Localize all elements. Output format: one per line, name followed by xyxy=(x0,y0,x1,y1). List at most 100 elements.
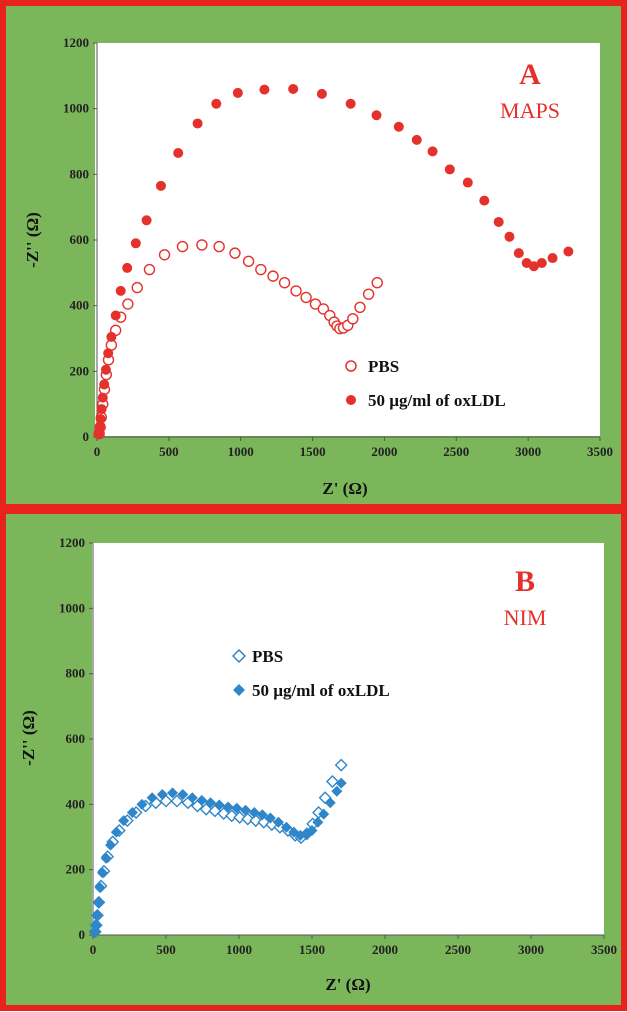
panel-b-point-oxldl xyxy=(312,816,324,828)
panel-a-y-tick-label: 1000 xyxy=(63,101,89,116)
panel-a-point-pbs xyxy=(213,240,225,253)
panel-a-x-tick-label: 1000 xyxy=(228,444,254,459)
panel-b-point-pbs xyxy=(325,774,339,788)
panel-a-point-pbs xyxy=(300,291,312,304)
panel-a-point-pbs xyxy=(158,249,171,261)
panel-b-point-oxldl xyxy=(196,794,208,806)
panel-b-legend-marker-pbs xyxy=(231,648,247,664)
panel-a-y-tick-label: 200 xyxy=(70,363,90,378)
panel-b-point-pbs xyxy=(225,809,239,823)
panel-b-point-oxldl xyxy=(92,896,104,908)
panel-b-point-oxldl xyxy=(222,801,234,813)
panel-b-point-oxldl xyxy=(256,809,268,821)
panel-b-point-oxldl xyxy=(146,792,158,804)
panel-a-legend-marker-pbs xyxy=(345,360,357,372)
panel-b-x-axis-label: Z' (Ω) xyxy=(325,975,370,994)
panel-b-x-tick-label: 1500 xyxy=(299,942,325,957)
panel-a-point-oxldl xyxy=(155,180,166,191)
panel-b-y-tick-label: 600 xyxy=(66,731,86,746)
panel-b-legend-label-oxldl: 50 µg/ml of oxLDL xyxy=(252,681,390,700)
panel-a-point-oxldl xyxy=(110,310,121,321)
panel-a-point-oxldl xyxy=(232,87,243,98)
panel-b-point-oxldl xyxy=(205,797,217,809)
panel-b-point-oxldl xyxy=(335,777,347,789)
panel-b-point-oxldl xyxy=(264,812,276,824)
panel-b-point-oxldl xyxy=(318,808,330,820)
panel-a-x-tick-label: 3500 xyxy=(587,444,613,459)
panel-a-point-oxldl xyxy=(513,248,524,259)
panel-a-point-oxldl xyxy=(479,195,490,206)
panel-a-y-ticks: 0 200 400 600 800 1000 1200 xyxy=(63,35,97,444)
panel-a-point-oxldl xyxy=(563,246,574,257)
panel-a-point-pbs xyxy=(267,270,279,282)
panel-b-point-oxldl xyxy=(324,797,336,809)
panel-a-x-axis-label: Z' (Ω) xyxy=(322,479,367,498)
panel-a-point-oxldl xyxy=(462,177,473,188)
panel-b-point-oxldl xyxy=(213,799,225,811)
panel-a-point-oxldl xyxy=(528,261,539,272)
panel-b-point-oxldl xyxy=(96,867,108,879)
panel-a: 0 200 400 600 800 1000 1200 0 500 1000 1500 2000 25… xyxy=(0,0,627,510)
panel-a-point-pbs xyxy=(176,240,189,253)
panel-a-legend-label-pbs: PBS xyxy=(368,357,399,376)
panel-b-x-ticks: 0 500 1000 1500 2000 2500 3000 3500 xyxy=(90,935,617,957)
panel-b-point-oxldl xyxy=(91,909,103,921)
panel-a-point-pbs xyxy=(143,263,156,276)
panel-b-point-oxldl xyxy=(118,815,130,827)
panel-a-x-tick-label: 2500 xyxy=(443,444,469,459)
panel-b-point-oxldl xyxy=(306,824,318,836)
panel-a-point-pbs xyxy=(371,276,383,289)
panel-a-point-oxldl xyxy=(103,348,114,359)
panel-a-point-oxldl xyxy=(96,404,107,415)
panel-b-legend-marker-oxldl xyxy=(233,684,245,696)
panel-a-point-pbs xyxy=(242,255,255,268)
panel-a-x-tick-label: 3000 xyxy=(515,444,541,459)
panel-a-legend: PBS 50 µg/ml of oxLDL xyxy=(345,357,506,410)
panel-a-point-pbs xyxy=(131,281,143,294)
panel-a-point-pbs xyxy=(278,276,291,289)
panel-b-point-oxldl xyxy=(231,802,243,814)
panel-a-point-oxldl xyxy=(316,88,327,99)
panel-b-letter: B xyxy=(515,565,535,598)
panel-a-point-oxldl xyxy=(536,257,547,268)
panel-b-point-oxldl xyxy=(167,787,179,799)
panel-b-x-tick-label: 500 xyxy=(156,942,176,957)
panel-a-point-oxldl xyxy=(288,83,299,94)
panel-a-y-tick-label: 1200 xyxy=(63,35,89,50)
panel-a-point-oxldl xyxy=(106,331,117,342)
panel-a-point-oxldl xyxy=(547,253,558,264)
panel-a-point-pbs xyxy=(354,301,366,314)
panel-a-point-pbs xyxy=(196,239,208,251)
panel-b-point-pbs xyxy=(334,758,348,772)
panel-a-point-oxldl xyxy=(211,98,222,109)
panel-a-point-oxldl xyxy=(100,364,111,375)
panel-b-series-oxldl xyxy=(89,777,347,938)
panel-b-plot-area xyxy=(92,543,604,935)
panel-a-series-pbs xyxy=(93,239,383,440)
panel-b-point-oxldl xyxy=(280,821,292,833)
panel-b-point-oxldl xyxy=(240,804,252,816)
panel-a-legend-marker-oxldl xyxy=(346,395,356,405)
panel-a-point-pbs xyxy=(255,263,267,276)
panel-b-point-pbs xyxy=(249,814,263,828)
panel-b-legend-label-pbs: PBS xyxy=(252,647,283,666)
panel-a-letter: A xyxy=(519,58,541,91)
panel-a-subtitle: MAPS xyxy=(500,98,560,123)
panel-a-point-oxldl xyxy=(493,216,504,227)
panel-a-point-oxldl xyxy=(130,238,141,249)
panel-b-y-tick-label: 0 xyxy=(79,927,86,942)
panel-b-y-axis-label: -Z'' (Ω) xyxy=(19,710,38,766)
panel-a-x-tick-label: 2000 xyxy=(371,444,397,459)
panel-b-y-tick-label: 200 xyxy=(66,862,86,877)
panel-b-point-oxldl xyxy=(105,839,117,851)
panel-a-y-tick-label: 0 xyxy=(83,429,90,444)
panel-b-y-tick-label: 1000 xyxy=(59,600,85,615)
panel-a-point-oxldl xyxy=(192,118,203,129)
panel-b-point-oxldl xyxy=(90,919,102,931)
panel-a-x-ticks: 0 500 1000 1500 2000 2500 3000 3500 xyxy=(94,437,613,459)
panel-b-point-oxldl xyxy=(156,789,168,801)
panel-a-point-oxldl xyxy=(427,146,438,157)
panel-b-point-oxldl xyxy=(272,816,284,828)
panel-a-point-pbs xyxy=(290,285,302,297)
panel-a-y-axis-label: -Z'' (Ω) xyxy=(23,212,42,268)
